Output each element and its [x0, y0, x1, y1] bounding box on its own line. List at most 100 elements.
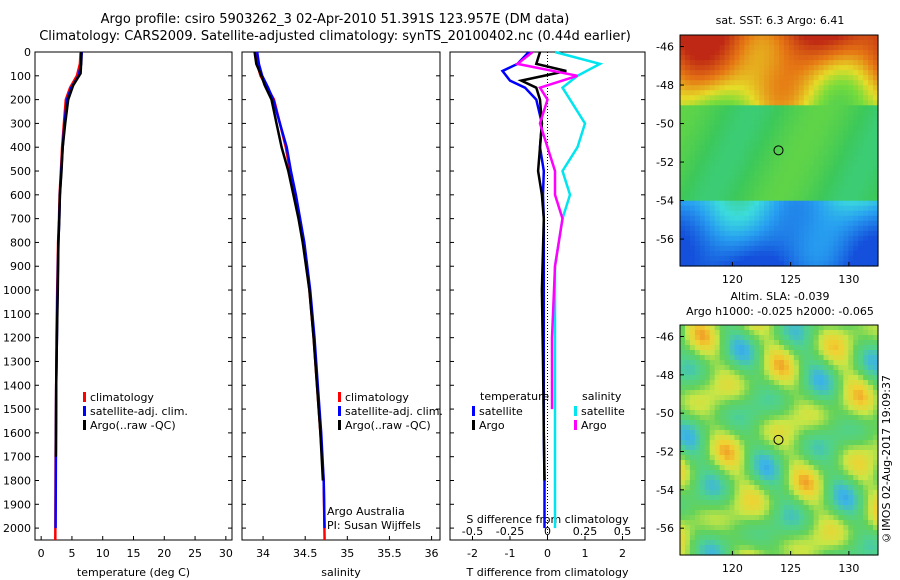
- map-cell: [704, 420, 711, 426]
- map-cell: [744, 155, 750, 162]
- map-cell: [724, 180, 731, 187]
- map-cell: [793, 90, 800, 96]
- map-cell: [813, 500, 820, 506]
- map-cell: [838, 470, 844, 476]
- map-cell: [783, 465, 790, 471]
- map-cell: [759, 210, 765, 217]
- map-cell: [729, 530, 736, 536]
- map-cell: [699, 220, 706, 227]
- map-cell: [848, 325, 854, 331]
- map-cell: [779, 140, 785, 147]
- map-cell: [739, 470, 745, 476]
- map-cell: [858, 80, 864, 86]
- map-cell: [833, 520, 839, 526]
- map-cell: [724, 520, 731, 526]
- map-cell: [818, 65, 825, 71]
- map-cell: [684, 355, 691, 361]
- map-cell: [714, 40, 721, 46]
- map-cell: [764, 215, 770, 222]
- map-cell: [704, 370, 711, 376]
- map-cell: [833, 430, 839, 436]
- map-cell: [744, 70, 750, 76]
- map-cell: [744, 160, 750, 167]
- map-cell: [749, 120, 755, 126]
- map-cell: [828, 550, 835, 556]
- map-cell: [744, 470, 750, 476]
- map-cell: [754, 455, 760, 461]
- map-y-tick-label: -46: [656, 41, 674, 54]
- map-cell: [793, 185, 800, 192]
- map-cell: [838, 525, 844, 531]
- map-cell: [783, 180, 790, 187]
- map-cell: [744, 65, 750, 71]
- map-cell: [833, 330, 839, 336]
- map-cell: [744, 215, 750, 222]
- map-cell: [853, 355, 859, 361]
- map-cell: [680, 490, 686, 496]
- map-cell: [793, 490, 800, 496]
- map-cell: [813, 345, 820, 351]
- map-cell: [744, 365, 750, 371]
- map-cell: [848, 70, 854, 76]
- map-cell: [744, 50, 750, 56]
- map-cell: [803, 135, 810, 142]
- map-cell: [838, 180, 844, 187]
- map-cell: [798, 200, 805, 207]
- map-cell: [813, 360, 820, 366]
- map-cell: [858, 545, 864, 551]
- map-cell: [704, 510, 711, 516]
- map-cell: [848, 330, 854, 336]
- map-cell: [689, 540, 696, 546]
- map-cell: [853, 175, 859, 182]
- map-cell: [848, 175, 854, 182]
- map-cell: [863, 240, 869, 247]
- map-cell: [709, 220, 716, 227]
- map-cell: [744, 240, 750, 247]
- map-cell: [719, 210, 726, 217]
- map-cell: [724, 215, 731, 222]
- map-cell: [699, 120, 706, 126]
- map-cell: [788, 125, 795, 132]
- map-cell: [828, 150, 835, 157]
- map-cell: [868, 190, 874, 197]
- map-cell: [689, 215, 696, 222]
- map-cell: [793, 525, 800, 531]
- map-cell: [813, 225, 820, 232]
- map-cell: [788, 90, 795, 96]
- map-cell: [793, 95, 800, 101]
- map-cell: [704, 125, 711, 132]
- map-cell: [714, 390, 721, 396]
- map-cell: [684, 485, 691, 491]
- map-cell: [684, 235, 691, 242]
- map-cell: [734, 185, 740, 192]
- map-cell: [838, 485, 844, 491]
- map-cell: [769, 500, 775, 506]
- map-cell: [699, 215, 706, 222]
- map-cell: [853, 515, 859, 521]
- map-cell: [858, 160, 864, 167]
- map-cell: [838, 195, 844, 202]
- map-cell: [828, 475, 835, 481]
- map-cell: [873, 345, 879, 351]
- map-cell: [848, 420, 854, 426]
- map-cell: [719, 435, 726, 441]
- map-cell: [798, 95, 805, 101]
- map-cell: [709, 360, 716, 366]
- map-cell: [680, 125, 686, 132]
- map-cell: [808, 240, 815, 247]
- map-cell: [838, 115, 844, 121]
- map-cell: [769, 450, 775, 456]
- map-cell: [744, 545, 750, 551]
- map-y-tick-label: -56: [656, 522, 674, 535]
- map-cell: [704, 435, 711, 441]
- map-cell: [689, 125, 696, 132]
- map-cell: [838, 65, 844, 71]
- map-cell: [729, 380, 736, 386]
- map-cell: [709, 365, 716, 371]
- map-cell: [749, 505, 755, 511]
- map-cell: [774, 545, 780, 551]
- map-cell: [803, 435, 810, 441]
- map-cell: [724, 425, 731, 431]
- map-cell: [744, 195, 750, 202]
- map-cell: [684, 360, 691, 366]
